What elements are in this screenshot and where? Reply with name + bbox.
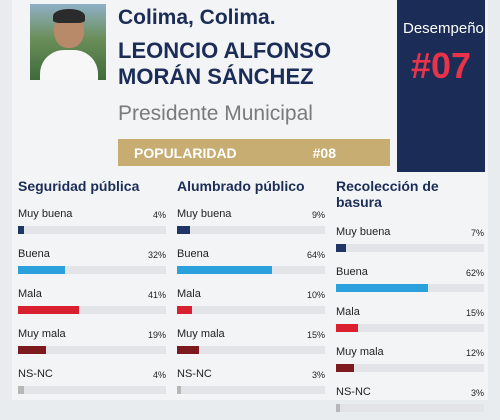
rating-percent: 19%	[147, 330, 166, 340]
rating-bar-track	[18, 306, 166, 314]
rating-row: Muy buena 4%	[18, 208, 166, 242]
rating-bar-track	[18, 386, 166, 394]
rating-label: NS-NC	[336, 386, 371, 398]
rating-row: Muy mala 15%	[177, 328, 325, 362]
popularity-rank: #08	[312, 145, 336, 161]
rating-bar-track	[336, 404, 484, 412]
rating-percent: 64%	[306, 250, 325, 260]
rating-bar-fill	[336, 284, 428, 292]
rating-row: NS-NC 4%	[18, 368, 166, 402]
rating-label: NS-NC	[18, 368, 53, 380]
rating-percent: 62%	[465, 268, 484, 278]
rating-label: Muy mala	[177, 328, 225, 340]
rating-label: Muy mala	[18, 328, 66, 340]
popularity-label: POPULARIDAD	[134, 145, 237, 161]
rating-row: NS-NC 3%	[177, 368, 325, 402]
rating-label: Muy mala	[336, 346, 384, 358]
rating-row: Muy mala 12%	[336, 346, 484, 380]
rating-percent: 3%	[311, 370, 325, 380]
rating-percent: 32%	[147, 250, 166, 260]
rating-percent: 7%	[470, 228, 484, 238]
rating-label: Mala	[336, 306, 360, 318]
category-column-recoleccion: Recolección de basura Muy buena 7% Buena 62…	[336, 178, 484, 412]
rating-percent: 15%	[465, 308, 484, 318]
rating-bar-track	[177, 386, 325, 394]
rating-bar-fill	[18, 306, 79, 314]
official-name: LEONCIO ALFONSO MORÁN SÁNCHEZ	[118, 38, 332, 89]
portrait-photo	[30, 4, 106, 80]
rating-bar-track	[177, 226, 325, 234]
rating-label: Muy buena	[336, 226, 391, 238]
performance-rank: #07	[410, 45, 472, 86]
rating-label: NS-NC	[177, 368, 212, 380]
rating-label: Mala	[177, 288, 201, 300]
rating-bar-track	[177, 306, 325, 314]
performance-label: Desempeño	[403, 20, 484, 37]
rating-bar-track	[18, 266, 166, 274]
rating-bar-fill	[177, 266, 272, 274]
category-column-seguridad: Seguridad pública Muy buena 4% Buena 32% Mal…	[18, 178, 170, 394]
rating-percent: 9%	[311, 210, 325, 220]
rating-row: Mala 10%	[177, 288, 325, 322]
rating-percent: 3%	[470, 388, 484, 398]
category-title: Recolección de basura	[336, 178, 439, 210]
rating-bar-fill	[336, 364, 354, 372]
rating-bar-track	[336, 244, 484, 252]
rating-bar-track	[18, 346, 166, 354]
rating-bar-track	[18, 226, 166, 234]
official-role: Presidente Municipal	[118, 102, 313, 125]
rating-bar-fill	[18, 386, 24, 394]
category-title: Alumbrado público	[177, 178, 305, 194]
rating-bar-fill	[336, 404, 340, 412]
rating-bar-track	[336, 364, 484, 372]
rating-percent: 4%	[152, 210, 166, 220]
category-column-alumbrado: Alumbrado público Muy buena 9% Buena 64% Mal…	[177, 178, 329, 394]
rating-label: Muy buena	[177, 208, 232, 220]
rating-row: Buena 32%	[18, 248, 166, 282]
rating-label: Buena	[18, 248, 50, 260]
rating-row: Buena 64%	[177, 248, 325, 282]
rating-percent: 12%	[465, 348, 484, 358]
infographic-card: Colima, Colima. LEONCIO ALFONSO MORÁN SÁ…	[12, 0, 488, 412]
popularity-banner: POPULARIDAD #08	[118, 139, 390, 166]
rating-row: Muy buena 9%	[177, 208, 325, 242]
rating-percent: 41%	[147, 290, 166, 300]
rating-percent: 4%	[152, 370, 166, 380]
rating-label: Muy buena	[18, 208, 73, 220]
rating-row: Mala 15%	[336, 306, 484, 340]
rating-bar-track	[177, 346, 325, 354]
rating-percent: 10%	[306, 290, 325, 300]
rating-bar-track	[336, 284, 484, 292]
rating-label: Buena	[177, 248, 209, 260]
rating-bar-fill	[18, 226, 24, 234]
rating-bar-fill	[177, 306, 192, 314]
performance-box: Desempeño #07	[397, 0, 485, 172]
city-title: Colima, Colima.	[118, 6, 276, 29]
rating-bar-fill	[177, 386, 181, 394]
rating-row: NS-NC 3%	[336, 386, 484, 420]
rating-bar-fill	[177, 346, 199, 354]
rating-bar-fill	[336, 244, 346, 252]
rating-label: Buena	[336, 266, 368, 278]
category-title: Seguridad pública	[18, 178, 140, 194]
rating-row: Muy buena 7%	[336, 226, 484, 260]
rating-bar-fill	[18, 346, 46, 354]
rating-percent: 15%	[306, 330, 325, 340]
rating-row: Buena 62%	[336, 266, 484, 300]
rating-label: Mala	[18, 288, 42, 300]
rating-bar-track	[336, 324, 484, 332]
rating-bar-track	[177, 266, 325, 274]
rating-bar-fill	[336, 324, 358, 332]
rating-bar-fill	[18, 266, 65, 274]
rating-row: Muy mala 19%	[18, 328, 166, 362]
rating-row: Mala 41%	[18, 288, 166, 322]
rating-bar-fill	[177, 226, 190, 234]
